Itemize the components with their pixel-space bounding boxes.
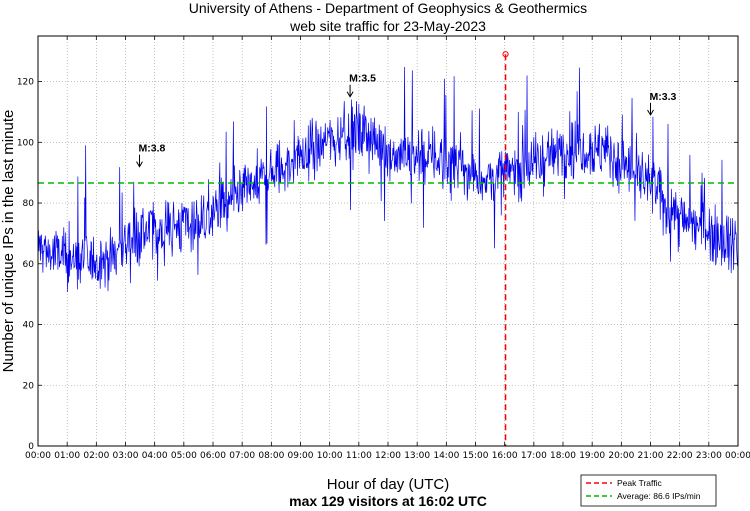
y-tick-label: 60 <box>23 260 35 270</box>
annotation-arrowhead <box>647 109 654 116</box>
x-tick-label: 14:00 <box>433 451 459 461</box>
traffic-line <box>37 66 739 293</box>
x-tick-label: 03:00 <box>113 451 139 461</box>
x-tick-label: 11:00 <box>346 451 372 461</box>
y-tick-label: 80 <box>23 199 35 209</box>
x-tick-label: 15:00 <box>463 451 489 461</box>
x-tick-label: 07:00 <box>229 451 255 461</box>
footer-max-visitors: max 129 visitors at 16:02 UTC <box>289 493 487 509</box>
chart-subtitle: web site traffic for 23-May-2023 <box>289 18 486 34</box>
x-tick-label: 09:00 <box>288 451 314 461</box>
x-tick-label: 13:00 <box>404 451 430 461</box>
legend-peak-label: Peak Traffic <box>617 478 662 488</box>
annotations: M:3.8 M:3.5 M:3.3 <box>136 73 677 168</box>
x-tick-label: 22:00 <box>667 451 693 461</box>
ticks: 00:00 01:00 02:00 03:00 04:00 05:00 06:00 07:00… <box>17 36 750 461</box>
x-tick-label: 10:00 <box>317 451 343 461</box>
x-tick-label: 00:00 <box>725 451 750 461</box>
y-tick-label: 120 <box>17 78 34 88</box>
chart-title: University of Athens - Department of Geo… <box>189 0 587 16</box>
legend-box <box>580 474 717 507</box>
x-tick-label: 18:00 <box>550 451 576 461</box>
x-tick-label: 05:00 <box>171 451 197 461</box>
y-tick-label: 40 <box>23 321 35 331</box>
x-tick-label: 20:00 <box>608 451 634 461</box>
x-tick-label: 04:00 <box>142 451 168 461</box>
x-tick-label: 00:00 <box>25 451 51 461</box>
annotation-label: M:3.8 <box>139 143 166 155</box>
y-axis-label: Number of unique IPs in the last minute <box>0 110 17 373</box>
annotation-label: M:3.3 <box>650 91 677 103</box>
x-tick-label: 17:00 <box>521 451 547 461</box>
reference-lines <box>38 51 738 446</box>
x-tick-label: 19:00 <box>579 451 605 461</box>
x-tick-label: 01:00 <box>54 451 80 461</box>
x-axis-label: Hour of day (UTC) <box>327 476 450 493</box>
grid <box>38 36 738 446</box>
annotation-arrowhead <box>346 91 354 98</box>
y-tick-label: 0 <box>28 442 34 452</box>
x-tick-label: 21:00 <box>638 451 664 461</box>
annotation-arrowhead <box>136 161 143 168</box>
x-tick-label: 08:00 <box>258 451 284 461</box>
x-tick-label: 16:00 <box>492 451 518 461</box>
legend: Peak Traffic Average: 86.6 IPs/min <box>580 474 717 507</box>
x-tick-label: 12:00 <box>375 451 401 461</box>
y-tick-label: 100 <box>17 138 34 148</box>
y-tick-label: 20 <box>23 381 35 391</box>
x-tick-label: 02:00 <box>83 451 109 461</box>
series-layer <box>37 66 739 293</box>
x-tick-label: 06:00 <box>200 451 226 461</box>
annotation-label: M:3.5 <box>349 73 376 85</box>
x-tick-label: 23:00 <box>696 451 722 461</box>
legend-average-label: Average: 86.6 IPs/min <box>617 491 701 501</box>
peak-marker <box>502 51 509 58</box>
